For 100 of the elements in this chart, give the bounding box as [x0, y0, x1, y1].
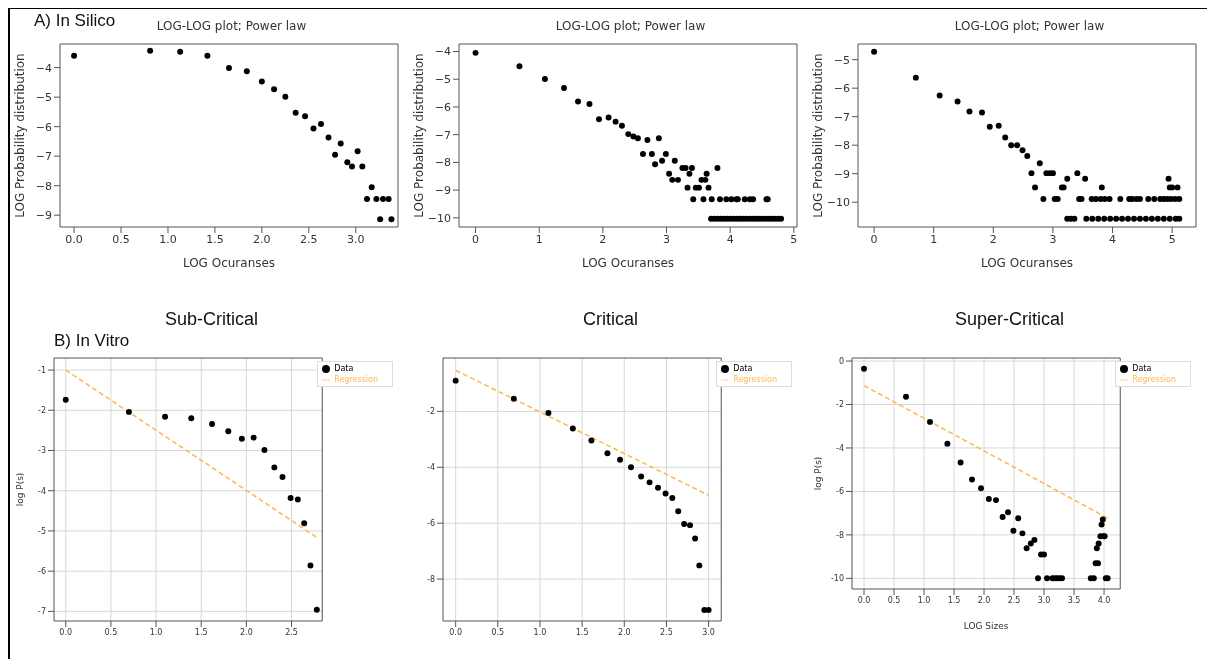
chart-title: LOG-LOG plot; Power law [156, 19, 307, 33]
y-tick-label: -4 [427, 463, 435, 473]
chart-title: LOG-LOG plot; Power law [953, 19, 1106, 33]
x-tick-label: 0 [472, 232, 480, 246]
y-tick-label: −5 [833, 53, 850, 67]
y-tick-label: −7 [35, 150, 52, 164]
y-tick-label: -6 [836, 487, 844, 497]
text: B) In Vitro [54, 331, 130, 351]
y-tick-label: -10 [830, 574, 844, 584]
x-tick-label: 3.0 [702, 627, 715, 637]
y-tick-label: -6 [38, 566, 46, 576]
x-tick-label: 1.5 [575, 627, 589, 637]
y-tick-label: -2 [836, 400, 844, 410]
y-tick-label: -4 [38, 486, 46, 496]
x-tick-label: 0.0 [59, 627, 73, 637]
x-tick-label: 1 [930, 232, 938, 246]
legend-label: Regression [334, 375, 378, 384]
x-tick-label: 3.0 [1037, 595, 1051, 605]
x-tick-label: 0.0 [857, 595, 871, 605]
y-tick-label: −5 [434, 73, 451, 87]
legend-label: Regression [1132, 375, 1176, 384]
y-tick-label: −6 [434, 100, 451, 114]
x-tick-label: 5 [1168, 232, 1176, 246]
y-tick-label: −8 [833, 139, 850, 153]
x-tick-label: 2 [599, 232, 607, 246]
y-tick-label: -3 [38, 446, 46, 456]
x-tick-label: 1.0 [917, 595, 931, 605]
y-axis-title: LOG Probability distribution [412, 53, 427, 218]
x-tick-label: 4.0 [1097, 595, 1111, 605]
x-tick-label: 1.5 [206, 232, 224, 246]
legend-label: Data [334, 364, 354, 373]
y-axis-title: log P(s) [15, 472, 26, 507]
y-tick-label: −10 [826, 196, 850, 210]
y-tick-label: −9 [35, 209, 52, 223]
chart-title: LOG-LOG plot; Power law [554, 19, 707, 33]
chart-title: Critical [582, 309, 639, 330]
x-tick-label: 3 [663, 232, 671, 246]
x-tick-label: 1.0 [149, 627, 163, 637]
y-tick-label: -1 [38, 365, 46, 375]
x-tick-label: 2.5 [1007, 595, 1021, 605]
x-tick-label: 0.0 [449, 627, 463, 637]
x-axis-title: LOG Ocuranses [980, 256, 1074, 270]
y-tick-label: -8 [836, 530, 844, 540]
x-tick-label: 2.5 [300, 232, 318, 246]
chart-title: Super-Critical [954, 309, 1065, 330]
x-tick-label: 1 [535, 232, 543, 246]
x-tick-label: 2.5 [660, 627, 673, 637]
legend-label: Data [733, 364, 753, 373]
x-tick-label: 3.0 [347, 232, 365, 246]
x-tick-label: 2.0 [240, 627, 253, 637]
y-tick-label: −9 [833, 167, 850, 181]
y-tick-label: −4 [434, 45, 451, 59]
y-tick-label: -7 [38, 607, 46, 617]
y-tick-label: −10 [427, 211, 451, 225]
x-tick-label: 3 [1049, 232, 1057, 246]
x-axis-title: LOG Sizes [963, 621, 1009, 631]
chart-title: Sub-Critical [164, 309, 259, 330]
y-tick-label: −8 [35, 179, 52, 193]
y-tick-label: −7 [434, 128, 451, 142]
x-tick-label: 1.5 [947, 595, 961, 605]
x-tick-label: 3.5 [1067, 595, 1081, 605]
x-tick-label: 0.5 [491, 627, 505, 637]
x-tick-label: 1.0 [159, 232, 177, 246]
x-tick-label: 0.5 [104, 627, 118, 637]
x-tick-label: 5 [790, 232, 798, 246]
x-tick-label: 0.5 [112, 232, 130, 246]
legend-label: Data [1132, 364, 1152, 373]
y-tick-label: −7 [833, 110, 850, 124]
x-axis-title: LOG Ocuranses [182, 256, 276, 270]
x-tick-label: 1.0 [533, 627, 547, 637]
y-tick-label: -2 [38, 406, 46, 416]
y-tick-label: −4 [35, 61, 52, 75]
y-tick-label: -5 [38, 526, 46, 536]
x-tick-label: 2.0 [617, 627, 631, 637]
y-axis-title: log P(s) [813, 456, 824, 491]
y-axis-title: LOG Probability distribution [13, 53, 28, 218]
x-tick-label: 4 [1109, 232, 1117, 246]
x-tick-label: 0.0 [65, 232, 83, 246]
y-tick-label: -4 [836, 443, 844, 453]
y-tick-label: −6 [35, 120, 52, 134]
y-tick-label: −6 [833, 82, 850, 96]
y-tick-label: −9 [434, 184, 451, 198]
x-tick-label: 4 [726, 232, 734, 246]
text: A) In Silico [34, 11, 116, 31]
x-tick-label: 2.0 [977, 595, 991, 605]
x-tick-label: 1.5 [194, 627, 208, 637]
x-tick-label: 2.5 [285, 627, 298, 637]
y-tick-label: -8 [427, 574, 435, 584]
y-tick-label: -2 [427, 407, 435, 417]
y-tick-label: -6 [427, 519, 435, 529]
x-axis-title: LOG Ocuranses [581, 256, 675, 270]
legend-label: Regression [733, 375, 777, 384]
y-tick-label: −8 [434, 156, 451, 170]
y-tick-label: −5 [35, 91, 52, 105]
x-tick-label: 2.0 [253, 232, 271, 246]
x-tick-label: 0.5 [887, 595, 901, 605]
y-axis-title: LOG Probability distribution [811, 53, 826, 218]
x-tick-label: 0 [870, 232, 878, 246]
x-tick-label: 2 [989, 232, 997, 246]
y-tick-label: 0 [838, 356, 844, 366]
